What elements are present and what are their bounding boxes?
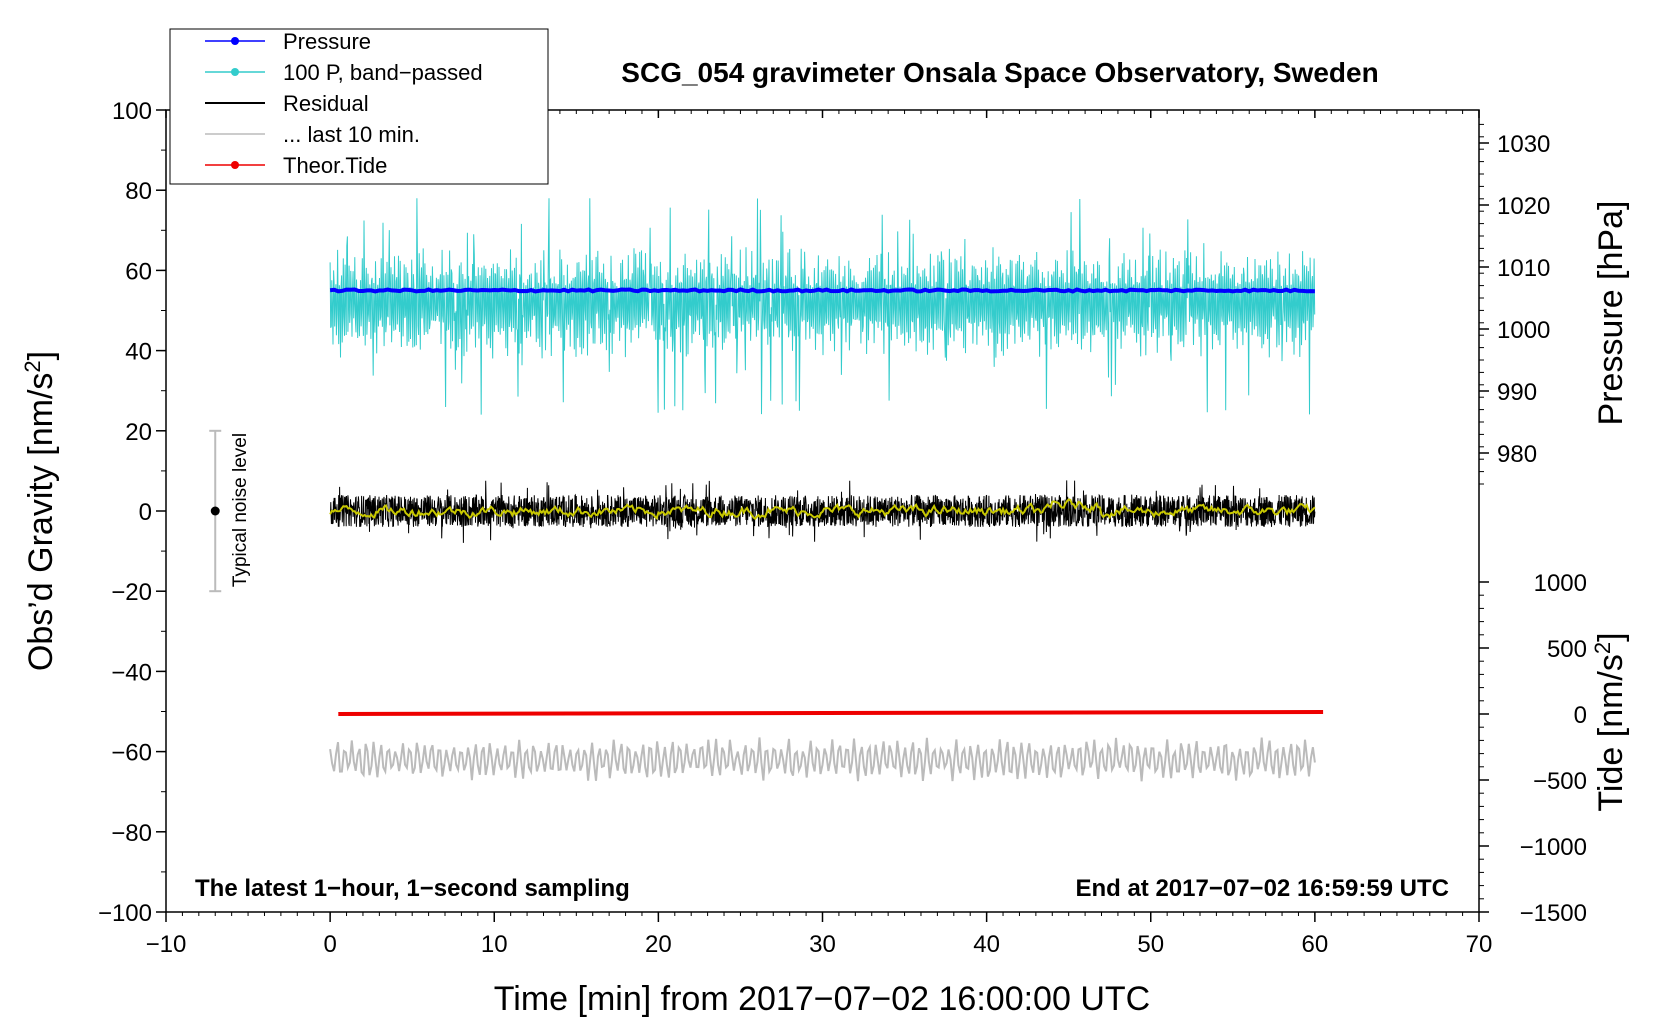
noise-level-label: Typical noise level [230, 433, 251, 587]
pressure-tick-label: 1010 [1497, 255, 1550, 282]
y-tick-label: 100 [112, 98, 152, 125]
legend-label: Theor.Tide [283, 153, 387, 178]
y-tick-label: 20 [125, 419, 152, 446]
legend-label: ... last 10 min. [283, 122, 420, 147]
axes-layer: −10 0 10 20 30 40 50 60 70100806040200−20−40−60−… [98, 98, 1587, 958]
sampling-note: The latest 1−hour, 1−second sampling [195, 875, 630, 902]
y-axis-title-sup: 2 [20, 360, 45, 372]
chart-title: SCG_054 gravimeter Onsala Space Observat… [621, 57, 1378, 88]
tide-axis-title: Tide [nm/s2] [1590, 632, 1631, 811]
y-axis-title-end: ] [22, 351, 60, 360]
noise-bar-dot [210, 506, 220, 516]
x-tick-label: 30 [809, 931, 836, 958]
series-line-pressure [329, 287, 1315, 294]
tide-tick-label: −500 [1533, 768, 1587, 795]
pressure-tick-label: 990 [1497, 379, 1537, 406]
tide-axis-title-end: ] [1592, 632, 1630, 641]
legend: Pressure 100 P, band−passed Residual ... la… [169, 28, 549, 185]
x-tick-label: 40 [973, 931, 1000, 958]
y-tick-label: −80 [111, 820, 152, 847]
tide-axis-title-sup: 2 [1590, 642, 1615, 654]
y-tick-label: −100 [98, 900, 152, 927]
noise-level-indicator [209, 429, 222, 593]
y-tick-label: 0 [139, 499, 152, 526]
series-line-theor-tide [338, 710, 1324, 716]
legend-swatch-marker [231, 161, 239, 169]
x-tick-label: 10 [481, 931, 508, 958]
tide-axis-title-main: Tide [nm/s [1592, 654, 1630, 811]
tide-tick-label: −1000 [1520, 834, 1587, 861]
y-tick-label: −40 [111, 659, 152, 686]
tide-tick-label: −1500 [1520, 900, 1587, 927]
x-tick-label: 70 [1466, 931, 1493, 958]
pressure-tick-label: 980 [1497, 441, 1537, 468]
x-tick-label: 60 [1302, 931, 1329, 958]
series-line-residual-smoothed [329, 498, 1316, 521]
y-tick-label: −20 [111, 579, 152, 606]
legend-box [169, 28, 549, 185]
x-tick-label: 20 [645, 931, 672, 958]
y-tick-label: −60 [111, 740, 152, 767]
pressure-tick-label: 1030 [1497, 131, 1550, 158]
series-layer [329, 198, 1324, 782]
legend-label: Residual [283, 91, 369, 116]
y-axis-title: Obs’d Gravity [nm/s2] [20, 351, 61, 671]
series-line-last-10-min [329, 737, 1316, 782]
y-tick-label: 80 [125, 178, 152, 205]
pressure-tick-label: 1000 [1497, 317, 1550, 344]
x-tick-label: 0 [323, 931, 336, 958]
legend-swatch-marker [231, 37, 239, 45]
x-axis-title: Time [min] from 2017−07−02 16:00:00 UTC [494, 980, 1150, 1018]
pressure-tick-label: 1020 [1497, 193, 1550, 220]
legend-swatch-marker [231, 68, 239, 76]
tide-tick-label: 1000 [1534, 570, 1587, 597]
tide-tick-label: 0 [1574, 702, 1587, 729]
end-time-note: End at 2017−07−02 16:59:59 UTC [1075, 875, 1449, 902]
x-tick-label: −10 [146, 931, 187, 958]
y-tick-label: 40 [125, 339, 152, 366]
legend-label: 100 P, band−passed [283, 60, 483, 85]
tide-tick-label: 500 [1547, 636, 1587, 663]
x-tick-label: 50 [1137, 931, 1164, 958]
pressure-axis-title: Pressure [hPa] [1592, 201, 1630, 426]
legend-label: Pressure [283, 29, 371, 54]
y-tick-label: 60 [125, 258, 152, 285]
y-axis-title-main: Obs’d Gravity [nm/s [22, 373, 60, 672]
